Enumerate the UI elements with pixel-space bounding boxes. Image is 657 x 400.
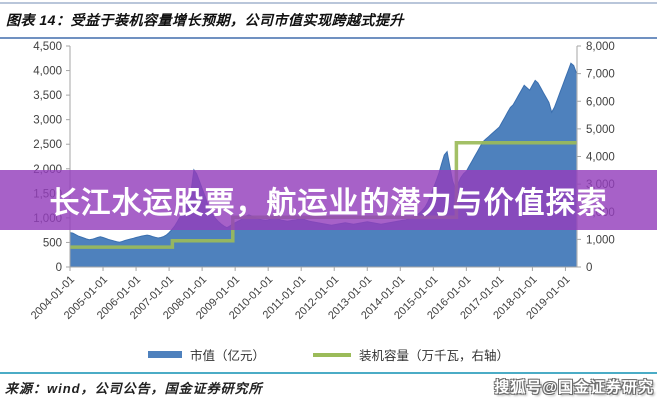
y-axis-left-labels: 05001,0001,5002,0002,5003,0003,5004,0004…	[33, 41, 62, 274]
svg-text:6,000: 6,000	[586, 96, 615, 108]
svg-text:4,000: 4,000	[33, 66, 62, 78]
svg-text:3,000: 3,000	[33, 115, 62, 127]
sohu-watermark: 搜狐号@国金证券研究	[494, 379, 654, 396]
market-cap-area	[70, 63, 577, 268]
legend-item-capacity: 装机容量（万千瓦，右轴）	[313, 345, 509, 364]
legend-label-market-cap: 市值（亿元）	[189, 349, 265, 363]
market-cap-swatch	[147, 351, 182, 358]
x-axis-labels: 2004-01-012005-01-012006-01-012007-01-01…	[29, 274, 573, 322]
capacity-swatch	[313, 352, 351, 357]
svg-text:2,500: 2,500	[33, 139, 62, 151]
headline-text: 长江水运股票，航运业的潜力与价值探索	[49, 187, 608, 220]
figure-title: 图表 14：受益于装机容量增长预期，公司市值实现跨越式提升	[6, 12, 404, 28]
svg-text:0: 0	[586, 262, 592, 274]
headline-banner: 长江水运股票，航运业的潜力与价值探索	[0, 170, 657, 230]
svg-text:500: 500	[43, 237, 62, 249]
svg-text:4,000: 4,000	[586, 152, 615, 164]
figure-header: 图表 14：受益于装机容量增长预期，公司市值实现跨越式提升	[0, 2, 657, 39]
chart-legend: 市值（亿元） 装机容量（万千瓦，右轴）	[0, 345, 657, 364]
svg-text:4,500: 4,500	[33, 41, 62, 53]
svg-text:8,000: 8,000	[586, 41, 615, 53]
svg-text:0: 0	[56, 262, 62, 274]
legend-label-capacity: 装机容量（万千瓦，右轴）	[359, 349, 510, 363]
y-axis-right-labels: 01,0002,0003,0004,0005,0006,0007,0008,00…	[586, 41, 615, 274]
svg-text:7,000: 7,000	[586, 69, 615, 81]
svg-text:5,000: 5,000	[586, 124, 615, 136]
source-note: 来源：wind，公司公告，国金证券研究所	[5, 381, 263, 396]
legend-item-market-cap: 市值（亿元）	[147, 345, 265, 364]
axis-lines	[66, 45, 581, 271]
svg-text:3,500: 3,500	[33, 90, 62, 102]
footer-divider	[0, 372, 657, 374]
svg-text:1,000: 1,000	[586, 234, 615, 246]
